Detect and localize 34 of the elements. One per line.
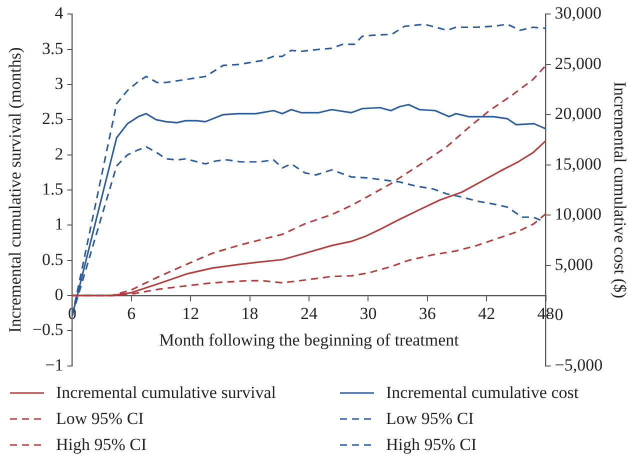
x-tick-label: 6 xyxy=(127,304,136,324)
legend-label: Incremental cumulative cost xyxy=(386,383,579,403)
y2-tick-label: 30,000 xyxy=(554,4,602,23)
y-tick-label: 4 xyxy=(54,4,64,23)
y2-tick-label: −5,000 xyxy=(554,355,603,374)
x-tick-label: 30 xyxy=(360,304,377,324)
legend-label: Incremental cumulative survival xyxy=(56,383,276,403)
y-tick-label: 3 xyxy=(54,74,64,93)
y-tick-label: 1.5 xyxy=(42,179,64,198)
y2-tick-label: 15,000 xyxy=(554,154,602,174)
x-tick-label: 24 xyxy=(300,304,318,324)
y2-axis-title: Incremental cumulative cost ($) xyxy=(610,82,630,298)
x-axis-title: Month following the beginning of treatment xyxy=(159,330,460,350)
y-tick-label: 2 xyxy=(54,144,64,164)
y-tick-label: 0 xyxy=(54,284,64,304)
y2-tick-label: 25,000 xyxy=(554,54,602,73)
x-tick-label: 36 xyxy=(418,304,436,324)
y2-tick-label: 5,000 xyxy=(554,254,594,274)
y-tick-label: 1 xyxy=(54,214,64,234)
legend-label: High 95% CI xyxy=(386,435,477,455)
legend-label: Low 95% CI xyxy=(386,409,474,429)
legend-label: Low 95% CI xyxy=(56,409,144,429)
legend-label: High 95% CI xyxy=(56,435,147,455)
x-tick-label: 18 xyxy=(241,304,258,324)
y-tick-label: 0.5 xyxy=(42,250,64,269)
y-tick-label: 3.5 xyxy=(42,38,64,58)
x-tick-label: 12 xyxy=(182,304,200,324)
y2-tick-label: 20,000 xyxy=(554,104,602,124)
y-tick-label: −1 xyxy=(45,355,64,374)
y-axis-title: Incremental cumulative survival (months) xyxy=(6,47,25,333)
y-tick-label: −0.5 xyxy=(32,320,64,340)
y-tick-label: 2.5 xyxy=(42,109,64,128)
y2-tick-label: 10,000 xyxy=(554,204,602,224)
x-tick-label: 42 xyxy=(478,304,496,324)
